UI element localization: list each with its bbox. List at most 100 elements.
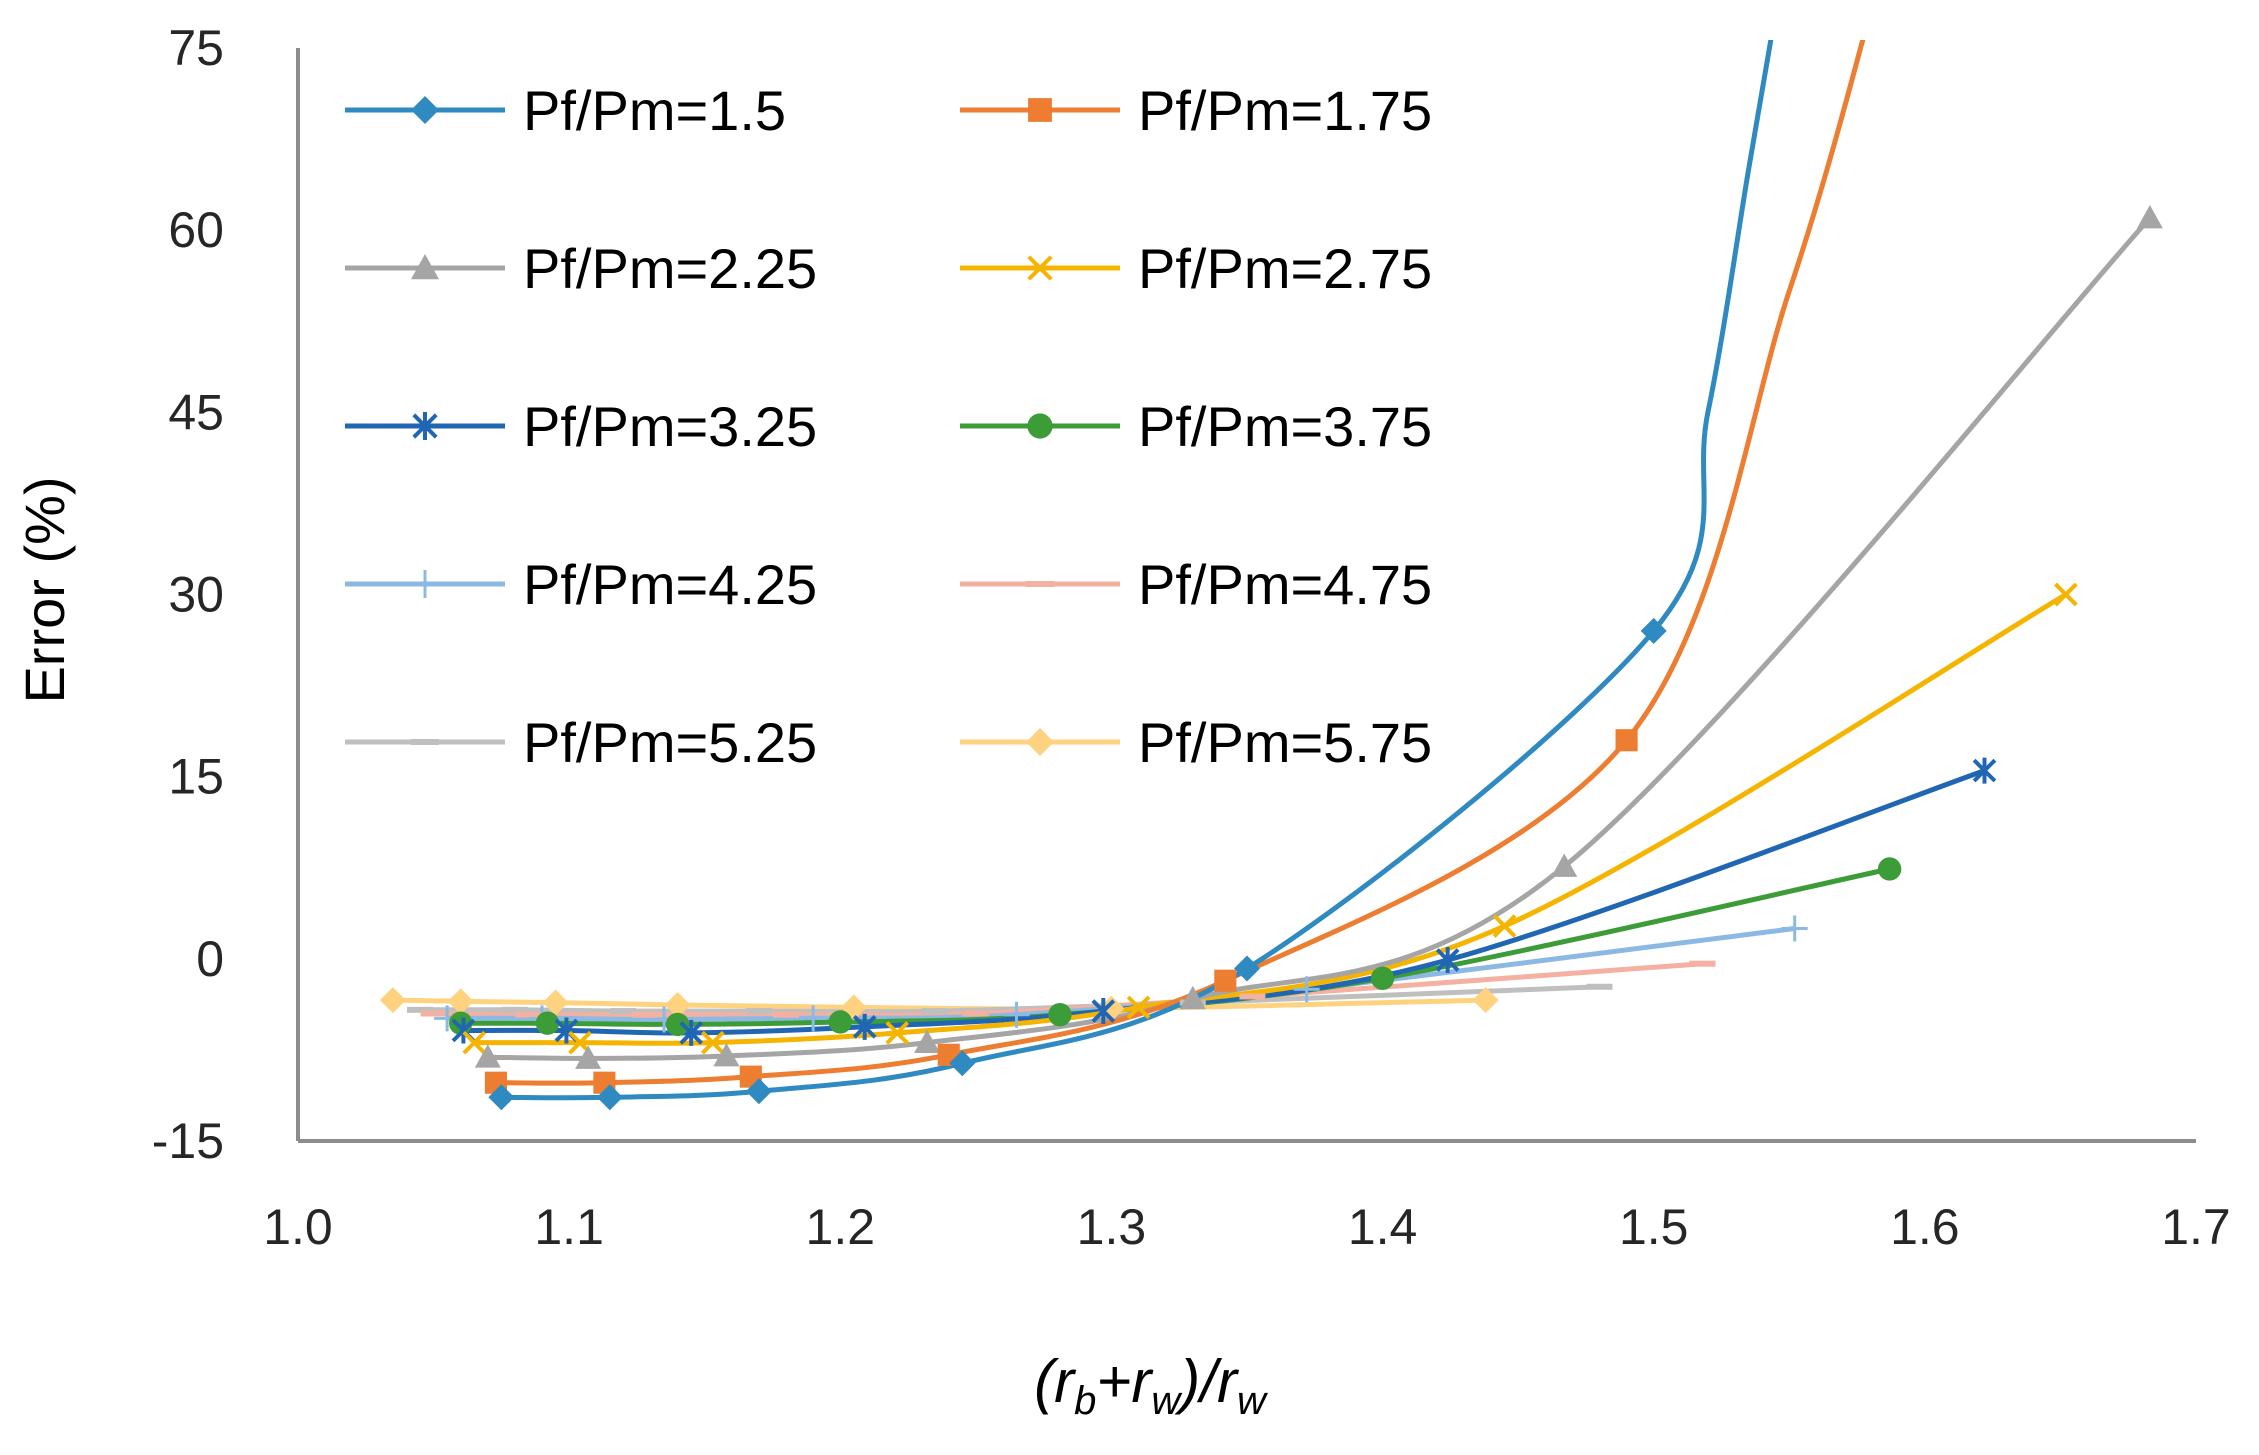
data-point [501, 1006, 528, 1013]
y-tick-labels: -15 0 15 30 45 60 75 [152, 20, 224, 1169]
data-point [575, 1045, 602, 1069]
data-point [962, 1010, 989, 1017]
x-title-sub-w1: w [1151, 1379, 1183, 1423]
data-point [701, 1030, 725, 1055]
data-point [379, 987, 406, 1014]
data-point [1877, 857, 1902, 881]
data-point [1234, 955, 1260, 982]
data-point [1689, 960, 1716, 967]
data-point [1551, 853, 1578, 877]
x-title-sub-b: b [1074, 1379, 1096, 1423]
x-title-open: (r [1034, 1348, 1076, 1415]
legend-item: Pf/Pm=5.25 [345, 711, 817, 774]
y-tick-label: 45 [168, 384, 224, 440]
series-line [447, 926, 1796, 1023]
legend-swatch-marker [411, 254, 439, 280]
data-point [745, 1008, 772, 1015]
legend-label: Pf/Pm=3.25 [523, 395, 817, 458]
data-point [773, 1011, 800, 1018]
legend-swatch-marker [411, 739, 439, 745]
data-point [1126, 995, 1151, 1020]
x-tick-label: 1.1 [534, 1199, 604, 1255]
data-point [535, 1011, 560, 1035]
legend-item: Pf/Pm=4.25 [345, 553, 817, 616]
series-line [487, 216, 2152, 1061]
legend-label: Pf/Pm=4.75 [1138, 553, 1432, 616]
legend-label: Pf/Pm=2.25 [523, 237, 817, 300]
legend-item: Pf/Pm=4.75 [960, 553, 1432, 616]
data-point [1435, 947, 1460, 974]
axes [296, 48, 2196, 1143]
x-tick-label: 1.2 [806, 1199, 876, 1255]
data-point [1640, 617, 1667, 644]
x-tick-label: 1.6 [1890, 1199, 1960, 1255]
legend-label: Pf/Pm=4.25 [523, 553, 817, 616]
legend-label: Pf/Pm=5.25 [523, 711, 817, 774]
x-tick-label: 1.0 [263, 1199, 333, 1255]
data-point [407, 1006, 434, 1013]
data-point [1972, 757, 1997, 784]
data-point [2136, 205, 2163, 229]
data-point [828, 1010, 852, 1034]
legend-label: Pf/Pm=1.5 [523, 79, 786, 142]
y-tick-label: 0 [196, 931, 224, 987]
series-line [474, 592, 2068, 1046]
legend-label: Pf/Pm=3.75 [1138, 395, 1432, 458]
data-point [1492, 914, 1517, 938]
data-point [1091, 998, 1116, 1025]
x-tick-label: 1.3 [1077, 1199, 1147, 1255]
x-tick-label: 1.4 [1348, 1199, 1418, 1255]
data-point [713, 1042, 740, 1067]
data-point [1615, 729, 1638, 752]
series-markers [379, 205, 2163, 1111]
y-tick-label: -15 [152, 1113, 224, 1169]
data-point [632, 1011, 659, 1018]
data-point [664, 991, 691, 1018]
y-tick-label: 15 [168, 749, 224, 805]
series-line [495, 40, 1866, 1086]
series-line [392, 997, 1486, 1012]
x-title-sub-w2: w [1237, 1379, 1269, 1423]
data-point [1214, 969, 1237, 992]
x-tick-label: 1.5 [1619, 1199, 1689, 1255]
data-point [1586, 983, 1613, 990]
legend-item: Pf/Pm=3.75 [960, 395, 1432, 458]
legend-swatch-marker [412, 412, 438, 440]
legend-swatch-marker [1026, 581, 1054, 587]
legend-swatch-marker [411, 570, 439, 598]
data-point [515, 1011, 542, 1018]
data-point [610, 1008, 637, 1015]
data-point [447, 988, 474, 1015]
data-point [1179, 985, 1206, 1010]
data-point [596, 1084, 623, 1111]
legend-label: Pf/Pm=5.75 [1138, 711, 1432, 774]
legend-label: Pf/Pm=1.75 [1138, 79, 1432, 142]
x-tick-label: 1.7 [2161, 1199, 2231, 1255]
data-point [800, 1005, 827, 1032]
x-title-close: )/r [1174, 1348, 1239, 1415]
legend-swatch-marker [411, 96, 439, 124]
x-axis-title: (rb+rw)/rw [1034, 1348, 1269, 1423]
legend-item: Pf/Pm=1.5 [345, 79, 786, 142]
data-point [852, 1013, 877, 1040]
data-point [745, 1078, 772, 1105]
legend-item: Pf/Pm=3.25 [345, 395, 817, 458]
legend-swatch-marker [1026, 728, 1054, 756]
y-tick-label: 75 [168, 20, 224, 76]
x-tick-labels: 1.0 1.1 1.2 1.3 1.4 1.5 1.6 1.7 [263, 1199, 2231, 1255]
series-line [463, 768, 1986, 1036]
legend-swatch-marker [1028, 98, 1052, 122]
data-point [1048, 1002, 1072, 1027]
data-point [914, 1029, 941, 1054]
legend-swatch-marker [1027, 255, 1053, 281]
x-title-plus: +r [1096, 1348, 1153, 1415]
data-point [1003, 1001, 1030, 1028]
data-point [1472, 987, 1499, 1014]
data-point [488, 1084, 515, 1111]
data-point [1370, 966, 1395, 990]
data-point [1293, 976, 1320, 1003]
data-point [1239, 993, 1266, 1000]
data-point [1781, 915, 1808, 942]
